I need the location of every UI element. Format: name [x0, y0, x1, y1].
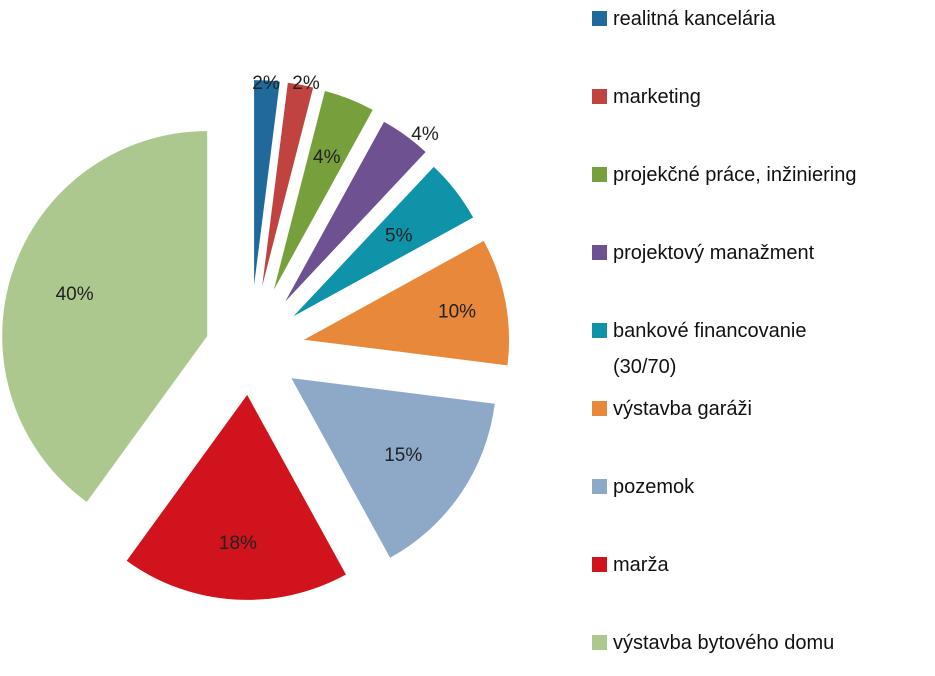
legend-swatch — [592, 323, 607, 338]
legend-swatch — [592, 557, 607, 572]
legend-swatch — [592, 479, 607, 494]
pie-slice-marza — [126, 394, 346, 600]
data-label-marketing: 2% — [292, 73, 320, 94]
legend-item-marketing: marketing — [592, 86, 701, 108]
legend-swatch — [592, 635, 607, 650]
legend-item-projektovy-manazment: projektový manažment — [592, 242, 815, 264]
data-label-projekcne-prace-inziniering: 4% — [313, 147, 341, 168]
legend-swatch — [592, 11, 607, 26]
legend-item-realitna-kancelaria: realitná kancelária — [592, 8, 776, 30]
legend-item-vystavba-garazi: výstavba garáži — [592, 398, 752, 420]
legend-swatch — [592, 401, 607, 416]
data-label-realitna-kancelaria: 2% — [252, 73, 280, 94]
legend-label: výstavba bytového domu — [613, 632, 834, 654]
pie-slice-bankove-financovanie-30-70 — [293, 166, 474, 317]
data-label-marza: 18% — [219, 533, 257, 554]
data-label-vystavba-garazi: 10% — [438, 302, 476, 323]
pie-slices — [2, 80, 510, 600]
pie-slice-realitna-kancelaria — [254, 80, 280, 286]
data-label-vystavba-bytoveho-domu: 40% — [56, 284, 94, 305]
legend-swatch — [592, 245, 607, 260]
legend-label: realitná kancelária — [613, 8, 776, 30]
data-label-projektovy-manazment: 4% — [411, 124, 439, 145]
legend-label: bankové financovanie — [613, 320, 806, 342]
legend-item-pozemok: pozemok — [592, 476, 695, 498]
legend-label: projekčné práce, inžiniering — [613, 164, 856, 186]
legend-item-marza: marža — [592, 554, 669, 576]
legend-swatch — [592, 89, 607, 104]
legend-label: výstavba garáži — [613, 398, 752, 420]
legend-item-projekcne-prace-inziniering: projekčné práce, inžiniering — [592, 164, 856, 186]
pie-slice-pozemok — [291, 378, 495, 558]
legend-label: marketing — [613, 86, 701, 108]
legend-swatch — [592, 167, 607, 182]
data-label-bankove-financovanie-30-70: 5% — [385, 226, 413, 247]
legend-item-vystavba-bytoveho-domu: výstavba bytového domu — [592, 632, 834, 654]
pie-slice-vystavba-garazi — [304, 240, 510, 366]
legend: realitná kancelária marketing projekčné pr… — [592, 8, 856, 654]
legend-item-bankove-financovanie-30-70: bankové financovanie (30/70) — [592, 320, 806, 378]
legend-label: pozemok — [613, 476, 695, 498]
pie-data-labels: 2% 2% 4% 4% 5% 10% 15% 18% 40% — [56, 73, 477, 554]
pie-slice-projektovy-manazment — [285, 121, 426, 302]
data-label-pozemok: 15% — [384, 445, 422, 466]
pie-slice-vystavba-bytoveho-domu — [2, 131, 208, 502]
legend-label: marža — [613, 554, 669, 576]
pie-slice-projekcne-prace-inziniering — [273, 91, 373, 290]
legend-label: (30/70) — [613, 356, 676, 378]
pie-slice-marketing — [262, 82, 314, 287]
legend-label: projektový manažment — [613, 242, 815, 264]
